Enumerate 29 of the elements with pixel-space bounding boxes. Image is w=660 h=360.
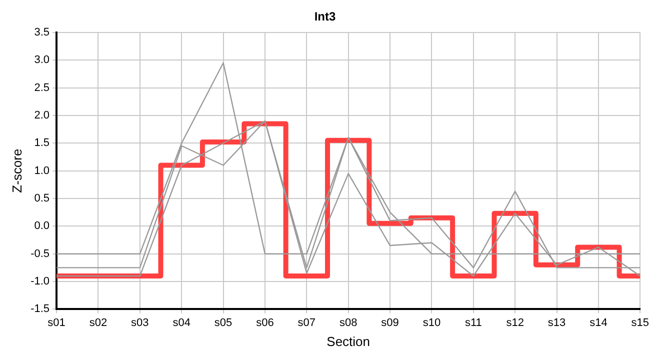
chart-title: Int3 — [314, 10, 336, 24]
x-tick-label: s06 — [256, 316, 274, 329]
x-tick-label: s01 — [48, 316, 66, 329]
y-tick-label: 0.5 — [34, 192, 50, 205]
x-tick-label: s07 — [298, 316, 316, 329]
y-tick-label: 0.0 — [34, 220, 50, 232]
x-tick-label: s04 — [172, 316, 190, 329]
x-tick-label: s13 — [548, 316, 566, 329]
y-tick-label: 2.0 — [34, 109, 50, 122]
x-tick-label: s02 — [89, 316, 108, 329]
y-tick-label: 2.5 — [34, 82, 50, 94]
x-axis-title: Section — [326, 334, 370, 349]
x-tick-label: s03 — [131, 316, 149, 329]
x-tick-label: s05 — [214, 316, 232, 329]
x-tick-label: s09 — [381, 316, 399, 329]
y-tick-label: 3.0 — [34, 54, 50, 66]
y-tick-label: 1.5 — [34, 137, 50, 150]
x-tick-label: s11 — [464, 316, 482, 329]
x-tick-label: s10 — [422, 316, 441, 329]
x-tick-label: s08 — [339, 316, 358, 329]
y-tick-label: -1.0 — [30, 276, 50, 288]
y-tick-label: -0.5 — [30, 248, 50, 260]
y-tick-label: 1.0 — [34, 164, 50, 177]
x-tick-label: s12 — [506, 316, 524, 329]
y-axis-title: Z-score — [9, 148, 24, 193]
y-tick-label: -1.5 — [30, 303, 50, 316]
x-tick-label: s15 — [631, 316, 650, 329]
y-tick-label: 3.5 — [34, 26, 50, 38]
x-tick-label: s14 — [590, 316, 608, 329]
